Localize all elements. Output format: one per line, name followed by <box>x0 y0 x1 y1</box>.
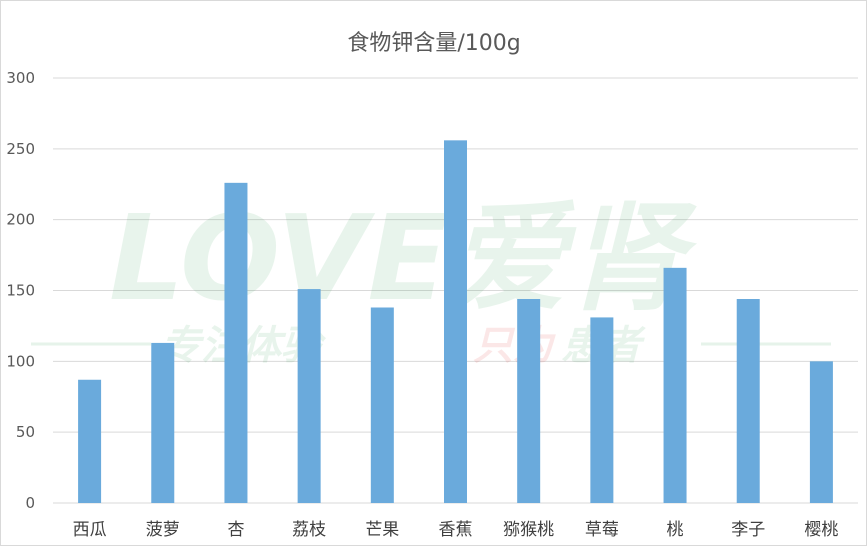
y-tick-label: 300 <box>6 69 35 87</box>
watermark-brand: LOVE爱肾 <box>109 189 698 327</box>
x-category-label: 桃 <box>667 520 684 540</box>
x-category-label: 猕猴桃 <box>503 520 554 540</box>
y-tick-label: 100 <box>6 352 35 370</box>
bar-9 <box>663 267 687 503</box>
bar-7 <box>517 299 541 503</box>
x-category-label: 芒果 <box>365 520 399 540</box>
bar-4 <box>297 289 321 503</box>
chart-title: 食物钾含量/100g <box>347 31 520 56</box>
x-category-label: 杏 <box>227 520 244 540</box>
bar-6 <box>444 140 467 504</box>
x-category-label: 香蕉 <box>439 520 473 540</box>
bar-2 <box>151 342 175 503</box>
x-category-label: 草莓 <box>585 520 619 540</box>
x-category-label: 西瓜 <box>73 520 107 540</box>
bars <box>78 140 833 504</box>
watermark-slogan-mid: 只为 <box>473 323 556 369</box>
y-tick-label: 0 <box>25 494 35 512</box>
bar-1 <box>78 379 102 503</box>
y-tick-label: 200 <box>6 211 35 229</box>
x-category-label: 荔枝 <box>292 520 326 540</box>
bar-5 <box>370 307 394 503</box>
bar-11 <box>809 361 833 503</box>
x-axis-category-labels: 西瓜 菠萝 杏 荔枝 芒果 香蕉 猕猴桃 草莓 桃 李子 樱桃 <box>73 520 839 540</box>
bar-3 <box>224 182 248 504</box>
y-tick-label: 250 <box>6 140 35 158</box>
y-axis-tick-labels: 0 50 100 150 200 250 300 <box>6 69 35 512</box>
y-tick-label: 150 <box>6 282 35 300</box>
watermark: LOVE爱肾 专注体验 只为 患者 <box>31 189 831 369</box>
bar-8 <box>590 317 614 503</box>
x-category-label: 菠萝 <box>146 520 180 540</box>
x-category-label: 李子 <box>731 520 765 540</box>
bar-10 <box>736 299 760 503</box>
y-tick-label: 50 <box>16 423 35 441</box>
x-category-label: 樱桃 <box>804 520 838 540</box>
